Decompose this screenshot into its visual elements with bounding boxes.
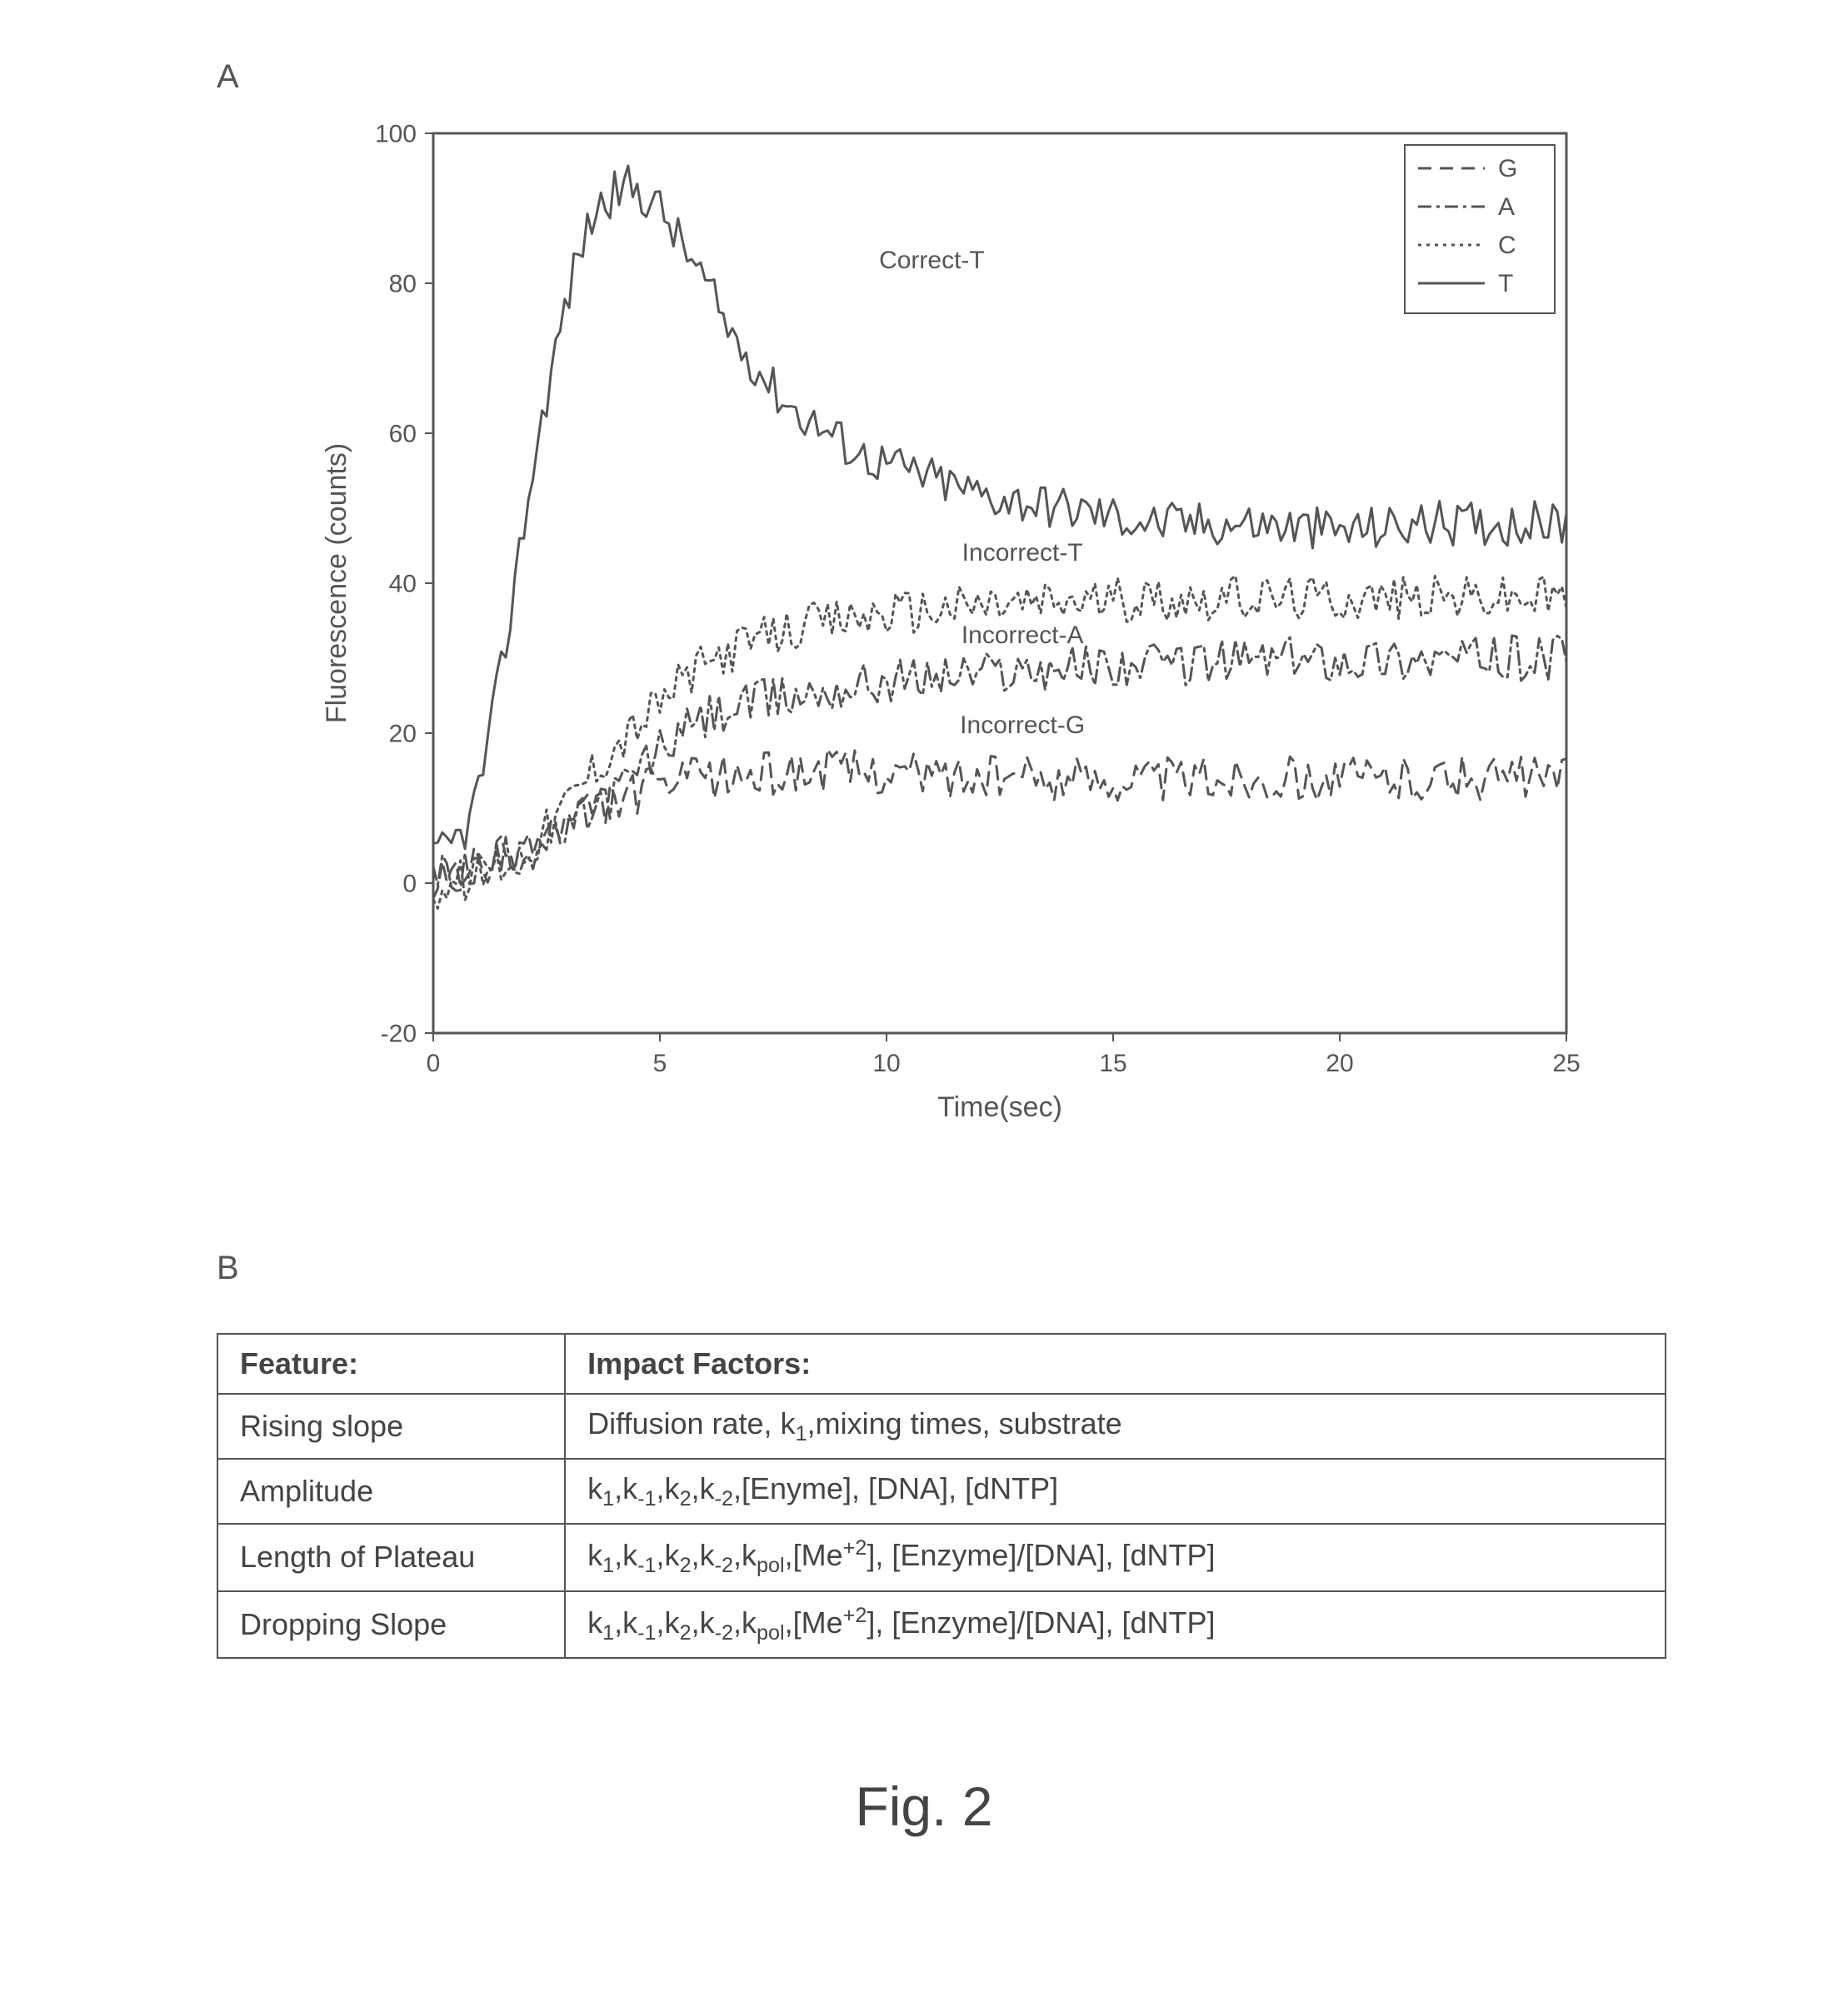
svg-text:20: 20 [1326,1050,1353,1077]
svg-text:0: 0 [402,871,417,898]
svg-text:80: 80 [389,271,417,298]
table-row: Dropping Slopek1,k-1,k2,k-2,kpol,[Me+2],… [217,1591,1666,1658]
svg-text:G: G [1498,155,1517,182]
svg-text:0: 0 [427,1050,441,1077]
svg-text:40: 40 [389,571,417,598]
chart-svg: 0 5 10 15 20 25 -20 0 20 40 60 80 100 Time(sec) Fluore… [308,108,1591,1150]
figure-caption: Fig. 2 [0,1775,1848,1838]
feature-cell: Rising slope [217,1394,565,1459]
feature-cell: Amplitude [217,1459,565,1524]
feature-cell: Length of Plateau [217,1524,565,1590]
svg-text:-20: -20 [381,1021,417,1048]
svg-text:Correct-T: Correct-T [879,247,985,274]
svg-text:25: 25 [1552,1050,1580,1077]
svg-text:Incorrect-G: Incorrect-G [960,711,1085,739]
feature-table-wrap: Feature:Impact Factors:Rising slope Diff… [217,1333,1666,1659]
svg-text:A: A [1498,193,1515,221]
svg-text:60: 60 [389,421,417,448]
svg-text:5: 5 [653,1050,667,1077]
factors-cell: Diffusion rate, k1,mixing times, substra… [565,1394,1666,1459]
svg-text:100: 100 [375,121,417,148]
factors-cell: k1,k-1,k2,k-2,[Enyme], [DNA], [dNTP] [565,1459,1666,1524]
table-row: Amplitudek1,k-1,k2,k-2,[Enyme], [DNA], [… [217,1459,1666,1524]
svg-text:10: 10 [872,1050,900,1077]
svg-text:T: T [1498,270,1513,297]
table-row: Length of Plateauk1,k-1,k2,k-2,kpol,[Me+… [217,1524,1666,1590]
svg-text:Incorrect-T: Incorrect-T [962,539,1083,567]
fluorescence-chart: 0 5 10 15 20 25 -20 0 20 40 60 80 100 Time(sec) Fluore… [308,108,1591,1150]
factors-cell: k1,k-1,k2,k-2,kpol,[Me+2], [Enzyme]/[DNA… [565,1524,1666,1590]
table-header: Impact Factors: [565,1334,1666,1394]
feature-table: Feature:Impact Factors:Rising slope Diff… [217,1333,1666,1659]
panel-b-label: B [217,1250,239,1287]
svg-text:Time(sec): Time(sec) [937,1091,1062,1123]
svg-text:Fluorescence (counts): Fluorescence (counts) [321,443,352,723]
table-row: Rising slope Diffusion rate, k1,mixing t… [217,1394,1666,1459]
svg-text:20: 20 [389,721,417,748]
svg-text:15: 15 [1099,1050,1126,1077]
factors-cell: k1,k-1,k2,k-2,kpol,[Me+2], [Enzyme]/[DNA… [565,1591,1666,1658]
table-header: Feature: [217,1334,565,1394]
svg-text:C: C [1498,232,1516,259]
feature-cell: Dropping Slope [217,1591,565,1658]
figure-page: A 0 5 10 15 20 25 -20 0 20 40 60 80 100 Time(sec) Fluo… [0,0,1848,2007]
panel-a-label: A [217,58,239,96]
svg-text:Incorrect-A: Incorrect-A [961,622,1084,649]
